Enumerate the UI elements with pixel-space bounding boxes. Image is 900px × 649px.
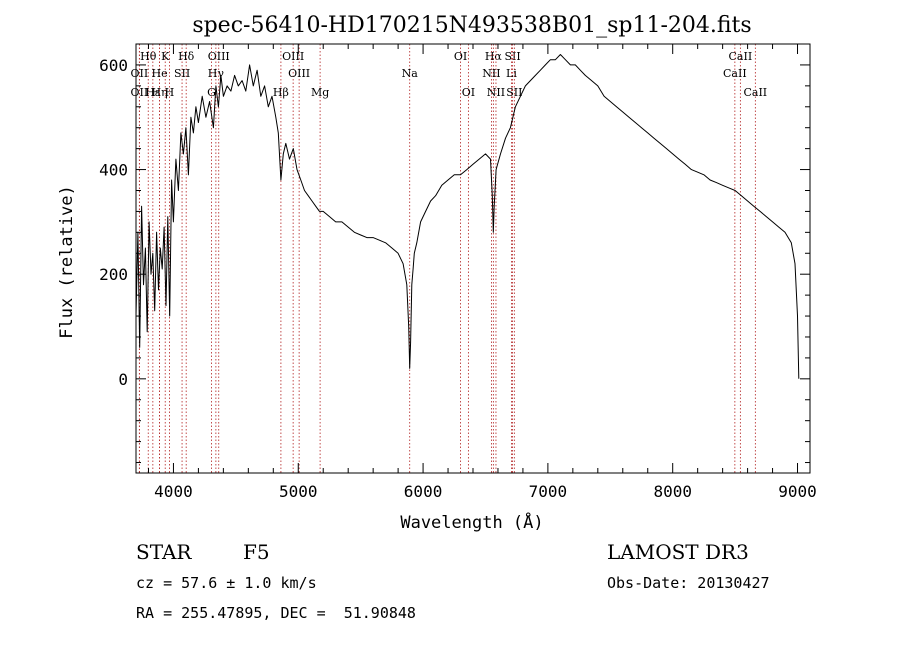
axis-ticks: 4000 5000 6000 7000 8000 9000 0 200 400 600	[99, 43, 817, 501]
y-tick-label-3: 600	[99, 56, 128, 75]
marker-label-5: He	[152, 67, 168, 80]
marker-label-26: CaII	[729, 50, 753, 63]
survey-name: LAMOST DR3	[607, 540, 749, 564]
marker-label-8: H	[165, 86, 175, 99]
coordinates: RA = 255.47895, DEC = 51.90848	[136, 604, 416, 622]
marker-label-13: Hβ	[273, 86, 289, 99]
marker-label-25: SII	[506, 86, 522, 99]
marker-label-7: SII	[174, 67, 190, 80]
marker-label-19: OI	[462, 86, 475, 99]
spectrum-series	[135, 54, 800, 379]
marker-label-10: OIII	[208, 50, 230, 63]
y-tick-label-2: 400	[99, 161, 128, 180]
marker-label-12: G	[207, 86, 216, 99]
x-tick-label-3: 7000	[529, 482, 568, 501]
marker-label-24: Li	[506, 67, 517, 80]
marker-label-2: OII	[131, 86, 149, 99]
x-tick-label-0: 4000	[154, 482, 193, 501]
observation-date: Obs-Date: 20130427	[607, 574, 770, 592]
x-tick-label-2: 6000	[404, 482, 443, 501]
chart-title: spec-56410-HD170215N493538B01_sp11-204.f…	[192, 13, 751, 38]
marker-label-15: OIII	[288, 67, 310, 80]
x-axis-label: Wavelength (Å)	[400, 511, 543, 533]
redshift-velocity: cz = 57.6 ± 1.0 km/s	[136, 574, 317, 592]
marker-label-27: CaII	[723, 67, 747, 80]
x-tick-label-4: 8000	[653, 482, 692, 501]
marker-label-6: K	[161, 50, 170, 63]
y-axis-label: Flux (relative)	[57, 185, 77, 339]
y-tick-label-0: 0	[118, 370, 128, 389]
marker-label-11: Hγ	[208, 67, 225, 80]
marker-label-16: Mg	[311, 86, 329, 99]
marker-label-14: OIII	[282, 50, 304, 63]
marker-label-9: Hδ	[178, 50, 195, 63]
plot-frame	[135, 43, 811, 474]
marker-label-4: Hη	[151, 86, 167, 99]
marker-label-17: Na	[402, 67, 419, 80]
marker-label-22: NII	[487, 86, 505, 99]
y-tick-label-1: 200	[99, 265, 128, 284]
marker-label-23: SII	[504, 50, 520, 63]
marker-label-21: NII	[482, 67, 500, 80]
marker-label-20: Hα	[485, 50, 503, 63]
spectrum-line-0	[135, 54, 800, 379]
marker-label-28: CaII	[743, 86, 767, 99]
x-tick-label-5: 9000	[778, 482, 817, 501]
x-tick-label-1: 5000	[279, 482, 318, 501]
marker-label-3: Hε	[145, 86, 161, 99]
marker-label-18: OI	[454, 50, 467, 63]
marker-label-0: Hθ	[140, 50, 157, 63]
spectral-subclass: F5	[243, 540, 270, 564]
object-class: STAR	[136, 540, 192, 564]
